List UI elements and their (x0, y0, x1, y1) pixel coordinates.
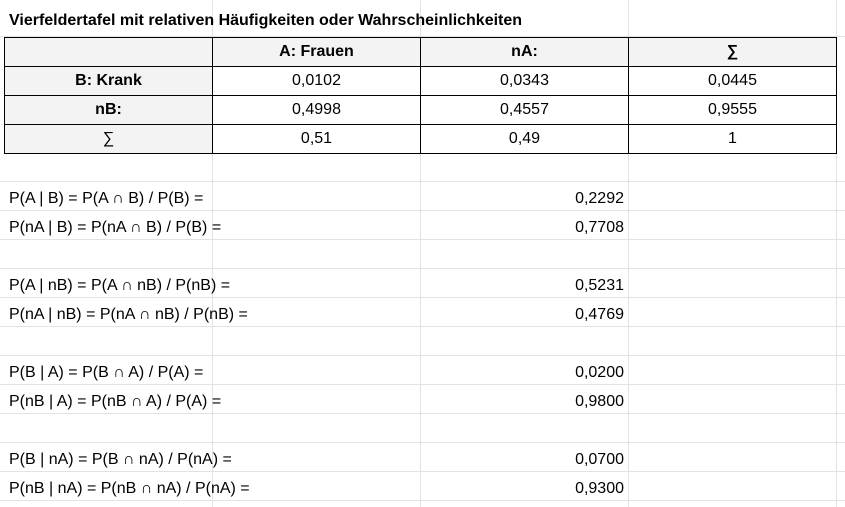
table-cell[interactable]: 0,4557 (420, 95, 629, 125)
table-cell[interactable]: 0,51 (212, 124, 421, 154)
column-header-sum[interactable]: ∑ (628, 37, 837, 67)
conditional-value[interactable]: 0,9300 (575, 480, 624, 497)
grid-row-line (0, 211, 845, 240)
conditional-value[interactable]: 0,0200 (575, 364, 624, 381)
conditional-value[interactable]: 0,0700 (575, 451, 624, 468)
grid-col-line (628, 0, 629, 507)
grid-row-line (0, 356, 845, 385)
conditional-value[interactable]: 0,7708 (575, 219, 624, 236)
column-header-a[interactable]: A: Frauen (212, 37, 421, 67)
table-cell[interactable]: 1 (628, 124, 837, 154)
conditional-formula[interactable]: P(B | A) = P(B ∩ A) / P(A) = (9, 364, 204, 381)
column-header-na[interactable]: nA: (420, 37, 629, 67)
grid-row-line (0, 153, 845, 182)
sheet-title[interactable]: Vierfeldertafel mit relativen Häufigkeit… (9, 12, 523, 29)
conditional-formula[interactable]: P(nA | nB) = P(nA ∩ nB) / P(nB) = (9, 306, 248, 323)
conditional-value[interactable]: 0,4769 (575, 306, 624, 323)
grid-col-line (836, 0, 837, 507)
conditional-value[interactable]: 0,2292 (575, 190, 624, 207)
grid-row-line (0, 269, 845, 298)
conditional-formula[interactable]: P(B | nA) = P(B ∩ nA) / P(nA) = (9, 451, 232, 468)
conditional-formula[interactable]: P(A | B) = P(A ∩ B) / P(B) = (9, 190, 204, 207)
table-row: B: Krank 0,0102 0,0343 0,0445 (4, 66, 837, 96)
grid-row-line (0, 472, 845, 501)
table-cell[interactable]: 0,4998 (212, 95, 421, 125)
conditional-formula[interactable]: P(nB | nA) = P(nB ∩ nA) / P(nA) = (9, 480, 250, 497)
row-header-sum[interactable]: ∑ (4, 124, 213, 154)
grid-row-line (0, 327, 845, 356)
grid-row-line (0, 240, 845, 269)
grid-row-line (0, 298, 845, 327)
grid-row-line (0, 385, 845, 414)
table-row: ∑ 0,51 0,49 1 (4, 124, 837, 154)
table-cell[interactable] (4, 37, 213, 67)
conditional-value[interactable]: 0,9800 (575, 393, 624, 410)
table-row: nB: 0,4998 0,4557 0,9555 (4, 95, 837, 125)
conditional-formula[interactable]: P(A | nB) = P(A ∩ nB) / P(nB) = (9, 277, 231, 294)
grid-col-line (212, 0, 213, 507)
table-cell[interactable]: 0,0445 (628, 66, 837, 96)
table-header-row: A: Frauen nA: ∑ (4, 37, 837, 67)
table-cell[interactable]: 0,9555 (628, 95, 837, 125)
grid-row-line (0, 8, 845, 37)
grid-col-line (420, 0, 421, 507)
conditional-formula[interactable]: P(nB | A) = P(nB ∩ A) / P(A) = (9, 393, 222, 410)
table-cell[interactable]: 0,49 (420, 124, 629, 154)
row-header-b[interactable]: B: Krank (4, 66, 213, 96)
contingency-table: A: Frauen nA: ∑ B: Krank 0,0102 0,0343 0… (4, 37, 837, 154)
grid-row-line (0, 443, 845, 472)
row-header-nb[interactable]: nB: (4, 95, 213, 125)
table-cell[interactable]: 0,0343 (420, 66, 629, 96)
grid-row-line (0, 182, 845, 211)
grid-row-line (0, 414, 845, 443)
conditional-value[interactable]: 0,5231 (575, 277, 624, 294)
conditional-formula[interactable]: P(nA | B) = P(nA ∩ B) / P(B) = (9, 219, 222, 236)
table-cell[interactable]: 0,0102 (212, 66, 421, 96)
